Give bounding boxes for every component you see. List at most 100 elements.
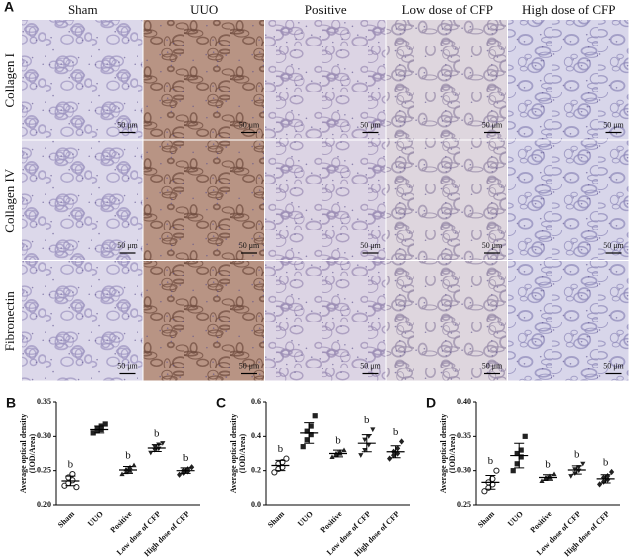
point — [605, 476, 611, 483]
error-bar — [65, 475, 76, 487]
point — [341, 447, 347, 453]
point — [69, 471, 76, 478]
significance-label: b — [393, 426, 399, 438]
y-tick-label: 0.35 — [37, 397, 51, 406]
point — [366, 434, 372, 439]
point — [329, 454, 335, 460]
micrograph — [386, 261, 507, 381]
y-tick-label: 0.20 — [37, 500, 51, 509]
error-bar — [514, 442, 525, 469]
point — [399, 438, 405, 445]
point — [312, 413, 318, 419]
significance-label: b — [154, 428, 160, 440]
y-axis-label: (IOD/Area) — [448, 433, 457, 473]
point — [568, 474, 574, 479]
x-tick-label: Sham — [476, 509, 496, 529]
scale-bar-label: 50 μm — [360, 120, 381, 129]
scale-bar-label: 50 μm — [360, 241, 381, 250]
micrograph — [265, 261, 386, 381]
y-tick-label: 0.0 — [251, 500, 261, 509]
error-bar — [94, 425, 105, 434]
scale-bar-label: 50 μm — [360, 361, 381, 370]
significance-label: b — [183, 452, 189, 464]
x-tick-label: Positive — [108, 509, 134, 535]
point — [337, 449, 343, 454]
point — [391, 452, 397, 459]
point — [601, 478, 607, 485]
scale-bar-label: 50 μm — [117, 120, 138, 129]
point — [304, 428, 310, 434]
point — [395, 450, 401, 457]
x-tick-label: UUO — [506, 509, 525, 528]
point — [514, 461, 520, 467]
point — [308, 432, 314, 438]
y-tick-label: 0.25 — [37, 465, 51, 474]
panel-label: D — [426, 395, 436, 411]
micrograph — [22, 20, 143, 140]
y-axis-label: (IOD/Area) — [238, 433, 247, 473]
point — [300, 444, 306, 450]
point — [189, 464, 195, 471]
point — [366, 442, 372, 448]
error-bar — [361, 434, 372, 453]
point — [489, 475, 496, 483]
row-label: Fibronectin — [2, 291, 17, 351]
column-header: UUO — [190, 2, 218, 17]
panel-label: A — [4, 0, 14, 15]
micrograph — [508, 140, 629, 260]
scale-bar-label: 50 μm — [117, 241, 138, 250]
y-axis-label: Average optical density — [439, 414, 448, 493]
micrograph — [22, 140, 143, 260]
point — [551, 471, 557, 477]
point — [518, 447, 524, 453]
error-bar — [571, 465, 582, 475]
point — [304, 437, 310, 443]
y-tick-label: 0.35 — [457, 431, 471, 440]
micrograph — [143, 20, 264, 140]
point — [370, 427, 376, 433]
scale-bar-label: 50 μm — [603, 241, 624, 250]
point — [518, 454, 524, 460]
point — [119, 471, 125, 477]
scale-bar-label: 50 μm — [482, 120, 503, 129]
y-tick-label: 0.25 — [457, 500, 471, 509]
micrograph — [143, 140, 264, 260]
scale-bar-label: 50 μm — [482, 241, 503, 250]
point — [160, 441, 166, 446]
point — [539, 478, 545, 484]
point — [308, 423, 314, 429]
micrograph — [386, 20, 507, 140]
point — [493, 467, 500, 474]
column-header: High dose of CFP — [522, 2, 616, 17]
significance-label: b — [574, 448, 580, 460]
point — [362, 447, 368, 453]
y-tick-label: 0.40 — [457, 397, 471, 406]
y-axis-label: Average optical density — [229, 414, 238, 493]
column-header: Positive — [305, 2, 347, 17]
scale-bar-label: 50 μm — [117, 361, 138, 370]
scale-bar-label: 50 μm — [603, 120, 624, 129]
micrograph — [265, 20, 386, 140]
point — [90, 430, 96, 436]
micrograph — [508, 261, 629, 381]
point — [358, 453, 364, 458]
y-axis-label: (IOD/Area) — [28, 433, 37, 473]
y-tick-label: 0.30 — [37, 431, 51, 440]
column-header: Low dose of CFP — [402, 2, 493, 17]
point — [94, 428, 100, 434]
error-bar — [543, 474, 553, 481]
scale-bar-label: 50 μm — [239, 241, 260, 250]
scale-bar-label: 50 μm — [482, 361, 503, 370]
scale-bar-label: 50 μm — [239, 120, 260, 129]
significance-label: b — [488, 455, 494, 467]
point — [514, 450, 520, 457]
significance-label: b — [125, 450, 131, 462]
significance-label: b — [335, 435, 341, 447]
significance-label: b — [68, 459, 74, 471]
scale-bar-label: 50 μm — [239, 361, 260, 370]
error-bar — [390, 445, 401, 459]
point — [395, 445, 401, 452]
panel-label: B — [6, 395, 16, 411]
column-header: Sham — [68, 2, 98, 17]
